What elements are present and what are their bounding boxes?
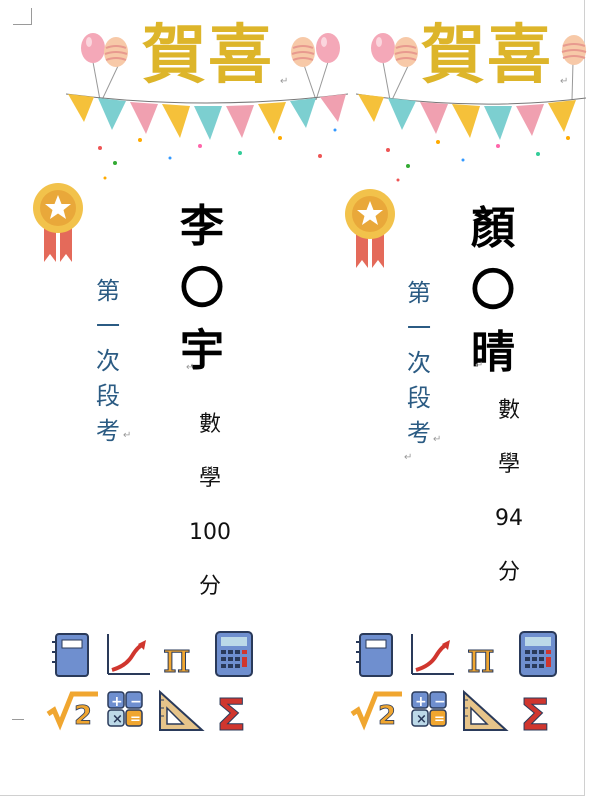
svg-text:2: 2 [378, 701, 396, 731]
calculator-icon [215, 631, 253, 677]
name-char: 〇 [180, 263, 224, 314]
bunting-flags [356, 93, 586, 140]
confetti [386, 136, 570, 182]
balloons-icon [291, 33, 340, 100]
balloons-icon [81, 33, 128, 100]
paragraph-mark: ↵ [123, 430, 132, 441]
exam-char: 次 [96, 347, 120, 375]
notebook-icon [356, 633, 393, 677]
confetti [98, 128, 337, 180]
svg-text:+: + [415, 694, 427, 710]
balloons-icon [561, 35, 587, 100]
graph-icon [411, 634, 454, 675]
svg-text:=: = [434, 712, 445, 727]
exam-char: 第 [407, 279, 431, 307]
score-label: 數 學 94 分 [474, 384, 544, 600]
student-name: 顏 〇 晴 [463, 198, 523, 384]
exam-label: 第 一 次 段 考 [93, 274, 123, 449]
paragraph-mark: ↵ [475, 360, 484, 371]
exam-char: 次 [407, 349, 431, 377]
medal-icon [33, 183, 83, 262]
exam-char: 一 [407, 314, 431, 342]
pi-icon: π [467, 633, 495, 682]
math-icons-group: π 2 + − × = Σ [350, 631, 557, 740]
name-char: 李 [180, 201, 224, 252]
margin-corner-mark [13, 8, 32, 25]
paragraph-mark: ↵ [280, 76, 289, 87]
notebook-icon [52, 633, 89, 677]
sqrt-icon: 2 [350, 691, 402, 731]
operations-icon: + − × = [107, 691, 143, 727]
score-label: 數 學 100 分 [175, 398, 245, 614]
certificate-title: 賀喜 [421, 19, 553, 93]
calculator-icon [519, 631, 557, 677]
paragraph-mark: ↵ [404, 452, 413, 463]
svg-text:=: = [130, 712, 141, 727]
margin-dash-mark [12, 719, 24, 720]
exam-char: 考 [407, 419, 431, 447]
exam-char: 第 [96, 277, 120, 305]
exam-char: 考 [96, 417, 120, 445]
name-char: 晴 [471, 327, 515, 378]
svg-text:+: + [111, 694, 123, 710]
score-line: 數 [497, 398, 520, 423]
svg-text:−: − [130, 694, 142, 710]
score-line: 學 [198, 466, 221, 491]
bunting-flags [66, 93, 348, 140]
exam-char: 段 [407, 384, 431, 412]
exam-label: 第 一 次 段 考 [404, 276, 434, 451]
sqrt-icon: 2 [46, 691, 98, 731]
set-square-icon [463, 689, 509, 731]
score-line: 分 [497, 560, 520, 585]
name-char: 宇 [180, 325, 224, 376]
svg-text:−: − [434, 694, 446, 710]
operations-icon: + − × = [411, 691, 447, 727]
score-line: 分 [198, 574, 221, 599]
exam-char: 一 [96, 312, 120, 340]
set-square-icon [159, 689, 205, 731]
name-char: 〇 [471, 265, 515, 316]
score-line: 學 [497, 452, 520, 477]
svg-text:×: × [416, 712, 427, 727]
exam-char: 段 [96, 382, 120, 410]
score-line: 100 [189, 520, 231, 545]
sigma-icon: Σ [520, 690, 550, 740]
graph-icon [107, 634, 150, 675]
svg-text:×: × [112, 712, 123, 727]
name-char: 顏 [471, 203, 515, 254]
paragraph-mark: ↵ [433, 434, 442, 445]
paragraph-mark: ↵ [560, 76, 569, 87]
sigma-icon: Σ [216, 690, 246, 740]
student-name: 李 〇 宇 [172, 196, 232, 382]
certificate-title: 賀喜 [142, 19, 274, 93]
balloons-icon [371, 33, 418, 100]
paragraph-mark: ↵ [186, 362, 195, 373]
score-line: 數 [198, 412, 221, 437]
pi-icon: π [163, 633, 191, 682]
math-icons-group: π 2 + − × = [46, 631, 253, 740]
score-line: 94 [495, 506, 523, 531]
svg-text:2: 2 [74, 701, 92, 731]
medal-icon [345, 189, 395, 268]
